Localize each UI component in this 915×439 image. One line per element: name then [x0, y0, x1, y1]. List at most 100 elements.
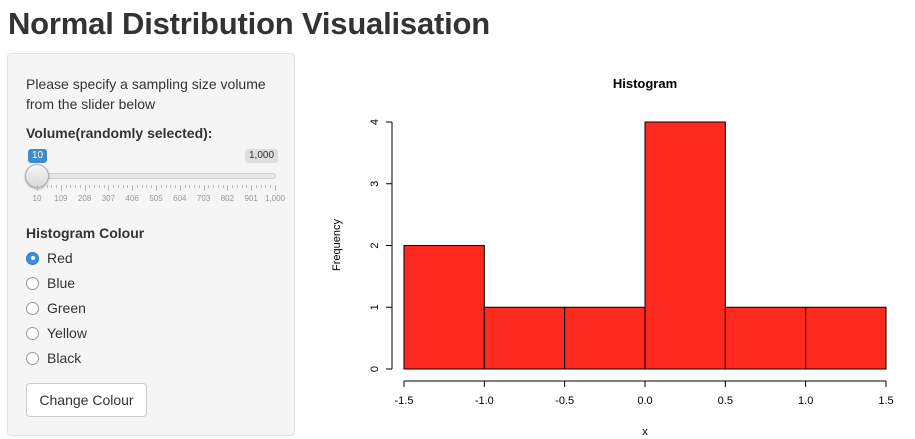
slider-tick — [156, 185, 157, 191]
slider-tick — [189, 185, 191, 188]
slider-tick-label: 901 — [244, 194, 258, 203]
colour-option-black[interactable]: Black — [26, 348, 81, 368]
x-tick-label: -0.5 — [555, 395, 574, 407]
slider-tick — [75, 185, 77, 188]
y-axis: 0 1 2 3 4 — [369, 119, 393, 372]
slider-tick — [165, 185, 167, 188]
histogram-bar — [805, 306, 887, 370]
slider-tick-label: 208 — [77, 194, 92, 203]
slider-tick — [117, 185, 119, 188]
slider-tick-label: 406 — [125, 194, 139, 203]
slider-tick — [208, 185, 210, 188]
x-tick-label: 0.0 — [637, 395, 652, 407]
slider-tick — [46, 185, 48, 188]
colour-option-blue[interactable]: Blue — [26, 273, 75, 293]
slider-tick — [98, 185, 100, 188]
x-tick-label: -1.0 — [475, 395, 494, 407]
slider-tick — [251, 185, 253, 191]
slider-label: Volume(randomly selected): — [26, 125, 213, 141]
radio-circle-icon[interactable] — [26, 301, 39, 315]
slider-tick — [198, 185, 200, 188]
colour-option-red[interactable]: Red — [26, 248, 73, 268]
slider-tick — [213, 185, 215, 188]
radio-label: Yellow — [47, 325, 87, 341]
slider-tick — [41, 185, 43, 188]
slider-handle[interactable] — [25, 164, 49, 188]
y-tick-label: 4 — [369, 119, 381, 125]
radio-circle-icon[interactable] — [26, 276, 39, 290]
slider-tick — [270, 185, 272, 188]
slider-tick — [127, 185, 129, 188]
slider-tick — [136, 185, 138, 188]
x-tick-label: 1.0 — [798, 395, 813, 407]
slider-track[interactable] — [36, 173, 276, 179]
slider-tick-label: 1,000 — [264, 194, 286, 203]
colour-group-label: Histogram Colour — [26, 225, 145, 241]
slider-tick — [37, 185, 38, 191]
slider-tick — [56, 185, 58, 188]
histogram-chart: Histogram x Frequency -1.5 -1.0 -0.5 0.0 0.5… — [331, 76, 894, 438]
slider-tick — [84, 185, 86, 191]
slider-tick-label: 802 — [220, 194, 235, 203]
slider-tick — [236, 185, 238, 188]
slider-tick — [232, 185, 234, 188]
radio-label: Red — [47, 250, 73, 266]
slider-tick — [184, 185, 186, 188]
histogram-bar — [403, 245, 485, 370]
slider-tick — [217, 185, 219, 188]
histogram-bar — [644, 121, 726, 370]
slider-tick — [60, 185, 62, 191]
change-colour-button[interactable]: Change Colour — [26, 383, 147, 417]
slider-tick — [179, 185, 181, 191]
radio-circle-icon[interactable] — [26, 251, 39, 265]
x-axis: -1.5 -1.0 -0.5 0.0 0.5 1.0 1.5 — [395, 380, 894, 407]
slider-tick — [160, 185, 162, 188]
radio-circle-icon[interactable] — [26, 351, 39, 365]
slider-tick — [255, 185, 257, 188]
radio-circle-icon[interactable] — [26, 326, 39, 340]
slider-tick — [241, 185, 243, 188]
slider-tick — [246, 185, 248, 188]
slider-tick-label: 604 — [173, 194, 187, 203]
slider-tick — [175, 185, 177, 188]
colour-option-green[interactable]: Green — [26, 298, 86, 318]
y-tick-label: 0 — [369, 366, 381, 372]
slider-tick — [79, 185, 81, 188]
slider-ticks — [8, 185, 296, 199]
slider-tick — [70, 185, 72, 188]
slider-tick — [89, 185, 91, 188]
slider-max-badge: 1,000 — [245, 149, 279, 163]
slider-tick — [260, 185, 262, 188]
x-tick-label: -1.5 — [395, 395, 414, 407]
slider-tick — [146, 185, 148, 188]
histogram-bar — [724, 306, 807, 370]
slider-tick — [51, 185, 53, 188]
slider-tick — [141, 185, 143, 188]
radio-label: Black — [47, 350, 82, 366]
slider-tick-label: 307 — [101, 194, 116, 203]
radio-label: Blue — [47, 275, 76, 291]
slider-tick — [170, 185, 172, 188]
slider-value-badge: 10 — [28, 149, 48, 163]
histogram-bars — [403, 121, 887, 370]
instructions-text: Please specify a sampling size volume fr… — [26, 76, 266, 112]
slider-tick — [103, 185, 105, 188]
x-tick-label: 1.5 — [878, 395, 893, 407]
slider-tick — [194, 185, 196, 188]
slider-tick — [132, 185, 134, 191]
slider-tick — [108, 185, 110, 191]
sidebar-panel: Please specify a sampling size volume fr… — [7, 53, 295, 436]
slider-tick — [122, 185, 124, 188]
y-tick-label: 1 — [369, 304, 381, 310]
slider-tick — [113, 185, 115, 188]
colour-option-yellow[interactable]: Yellow — [26, 323, 87, 343]
page-title: Normal Distribution Visualisation — [8, 6, 491, 41]
slider-tick — [151, 185, 153, 188]
y-tick-label: 2 — [369, 242, 381, 248]
histogram-bar — [564, 306, 646, 370]
slider-tick-label: 703 — [196, 194, 211, 203]
slider-tick — [65, 185, 67, 188]
slider-tick — [265, 185, 267, 188]
slider-tick — [203, 185, 205, 191]
y-tick-label: 3 — [369, 181, 381, 187]
